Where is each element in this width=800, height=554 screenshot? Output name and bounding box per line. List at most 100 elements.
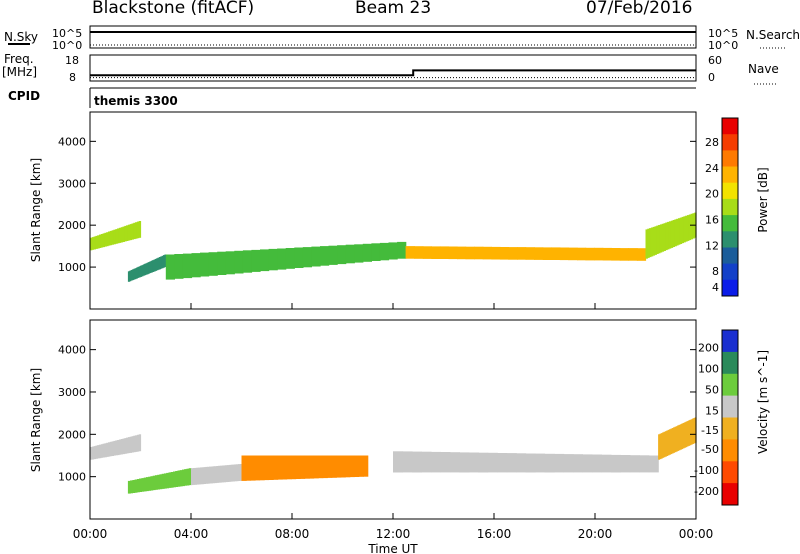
power-cell [131,269,134,281]
velocity-cell [135,435,138,452]
power-cell [585,247,595,261]
velocity-cell [154,475,158,490]
colorbar-swatch [722,166,738,184]
power-cell [140,265,142,277]
power-cell [302,247,312,268]
power-cell [135,222,138,239]
velocity-cell [516,453,527,473]
velocity-cell [591,454,602,473]
power-cell [665,222,668,251]
velocity-cell [322,455,328,479]
colorbar-swatch [722,351,738,375]
power-cell [131,223,134,240]
colorbar-tick-label: 100 [698,363,719,376]
power-cell [674,219,677,247]
velocity-cell [161,473,165,489]
power-cell [149,261,152,273]
velocity-cell [136,434,140,452]
power-cell [134,268,137,280]
power-cell [414,246,424,259]
power-cell [225,251,235,275]
power-cell [208,252,218,276]
velocity-cell [126,437,129,454]
power-cell [136,221,140,239]
velocity-cell [670,428,673,455]
colorbar-swatch [722,134,738,151]
velocity-cell [683,422,686,448]
velocity-cell [127,480,131,494]
colorbar-swatch [722,150,738,168]
power-cell [157,257,160,270]
velocity-cell [668,429,671,455]
power-cell [397,241,407,259]
colorbar-swatch [722,263,738,281]
velocity-cell [664,431,667,457]
power-cell [685,215,688,242]
velocity-cell [194,467,197,485]
velocity-cell [277,455,283,480]
power-cell [647,228,650,258]
velocity-cell [659,433,662,460]
velocity-cell [179,470,183,487]
date-title: 07/Feb/2016 [586,0,693,18]
velocity-cell [232,464,235,482]
velocity-cell [106,442,109,457]
nave-tick-high: 60 [708,54,722,67]
velocity-cell [136,479,140,493]
velocity-cell [286,455,292,480]
power-cell [371,243,381,261]
power-cell [379,242,390,261]
velocity-cell [336,455,342,478]
velocity-cell [234,464,237,482]
velocity-cell [677,425,680,451]
velocity-cell [212,466,215,484]
power-cell [577,247,587,261]
power-cell [129,270,132,282]
power-cell [542,247,552,260]
power-cell [138,221,142,238]
velocity-cell [291,455,297,480]
velocity-cell [200,467,203,485]
velocity-cell [259,455,265,481]
velocity-cell [131,436,134,453]
velocity-cell [134,479,138,493]
velocity-cell [421,451,432,473]
power-cell [687,215,690,241]
colorbar-tick-label: -100 [694,464,719,477]
power-cell [649,228,652,258]
power-cell [133,268,136,280]
velocity-cell [186,468,190,486]
colorbar-swatch [722,231,738,248]
power-cell [146,262,149,275]
velocity-cell [363,455,369,477]
velocity-cell [411,451,422,473]
power-cell [217,251,227,275]
velocity-cell [115,440,118,456]
y-tick-label: 2000 [58,219,86,232]
velocity-cell [402,451,413,473]
power-cell [345,244,355,264]
power-cell [594,247,604,261]
velocity-cell [230,464,234,482]
velocity-cell [340,455,346,478]
velocity-colorbar: 200 100 50 15 -15 -50 -100 -200 [694,329,739,506]
velocity-cell [246,455,252,481]
power-cell [138,266,141,278]
power-cell [242,250,253,273]
velocity-cell [145,477,149,492]
velocity-cell [674,426,677,453]
power-cell [127,224,131,241]
power-cell [145,263,148,275]
power-cell [508,247,518,260]
colorbar-tick-label: -200 [694,485,719,498]
power-cell [482,246,492,260]
velocity-cell [554,453,565,473]
velocity-cell [250,455,256,481]
power-cell [164,254,167,268]
power-cell [109,230,113,246]
colorbar-tick-label: 12 [705,239,719,252]
power-cell [663,223,666,251]
velocity-cell [686,421,689,447]
velocity-cell [191,468,194,486]
velocity-cell [525,453,536,473]
